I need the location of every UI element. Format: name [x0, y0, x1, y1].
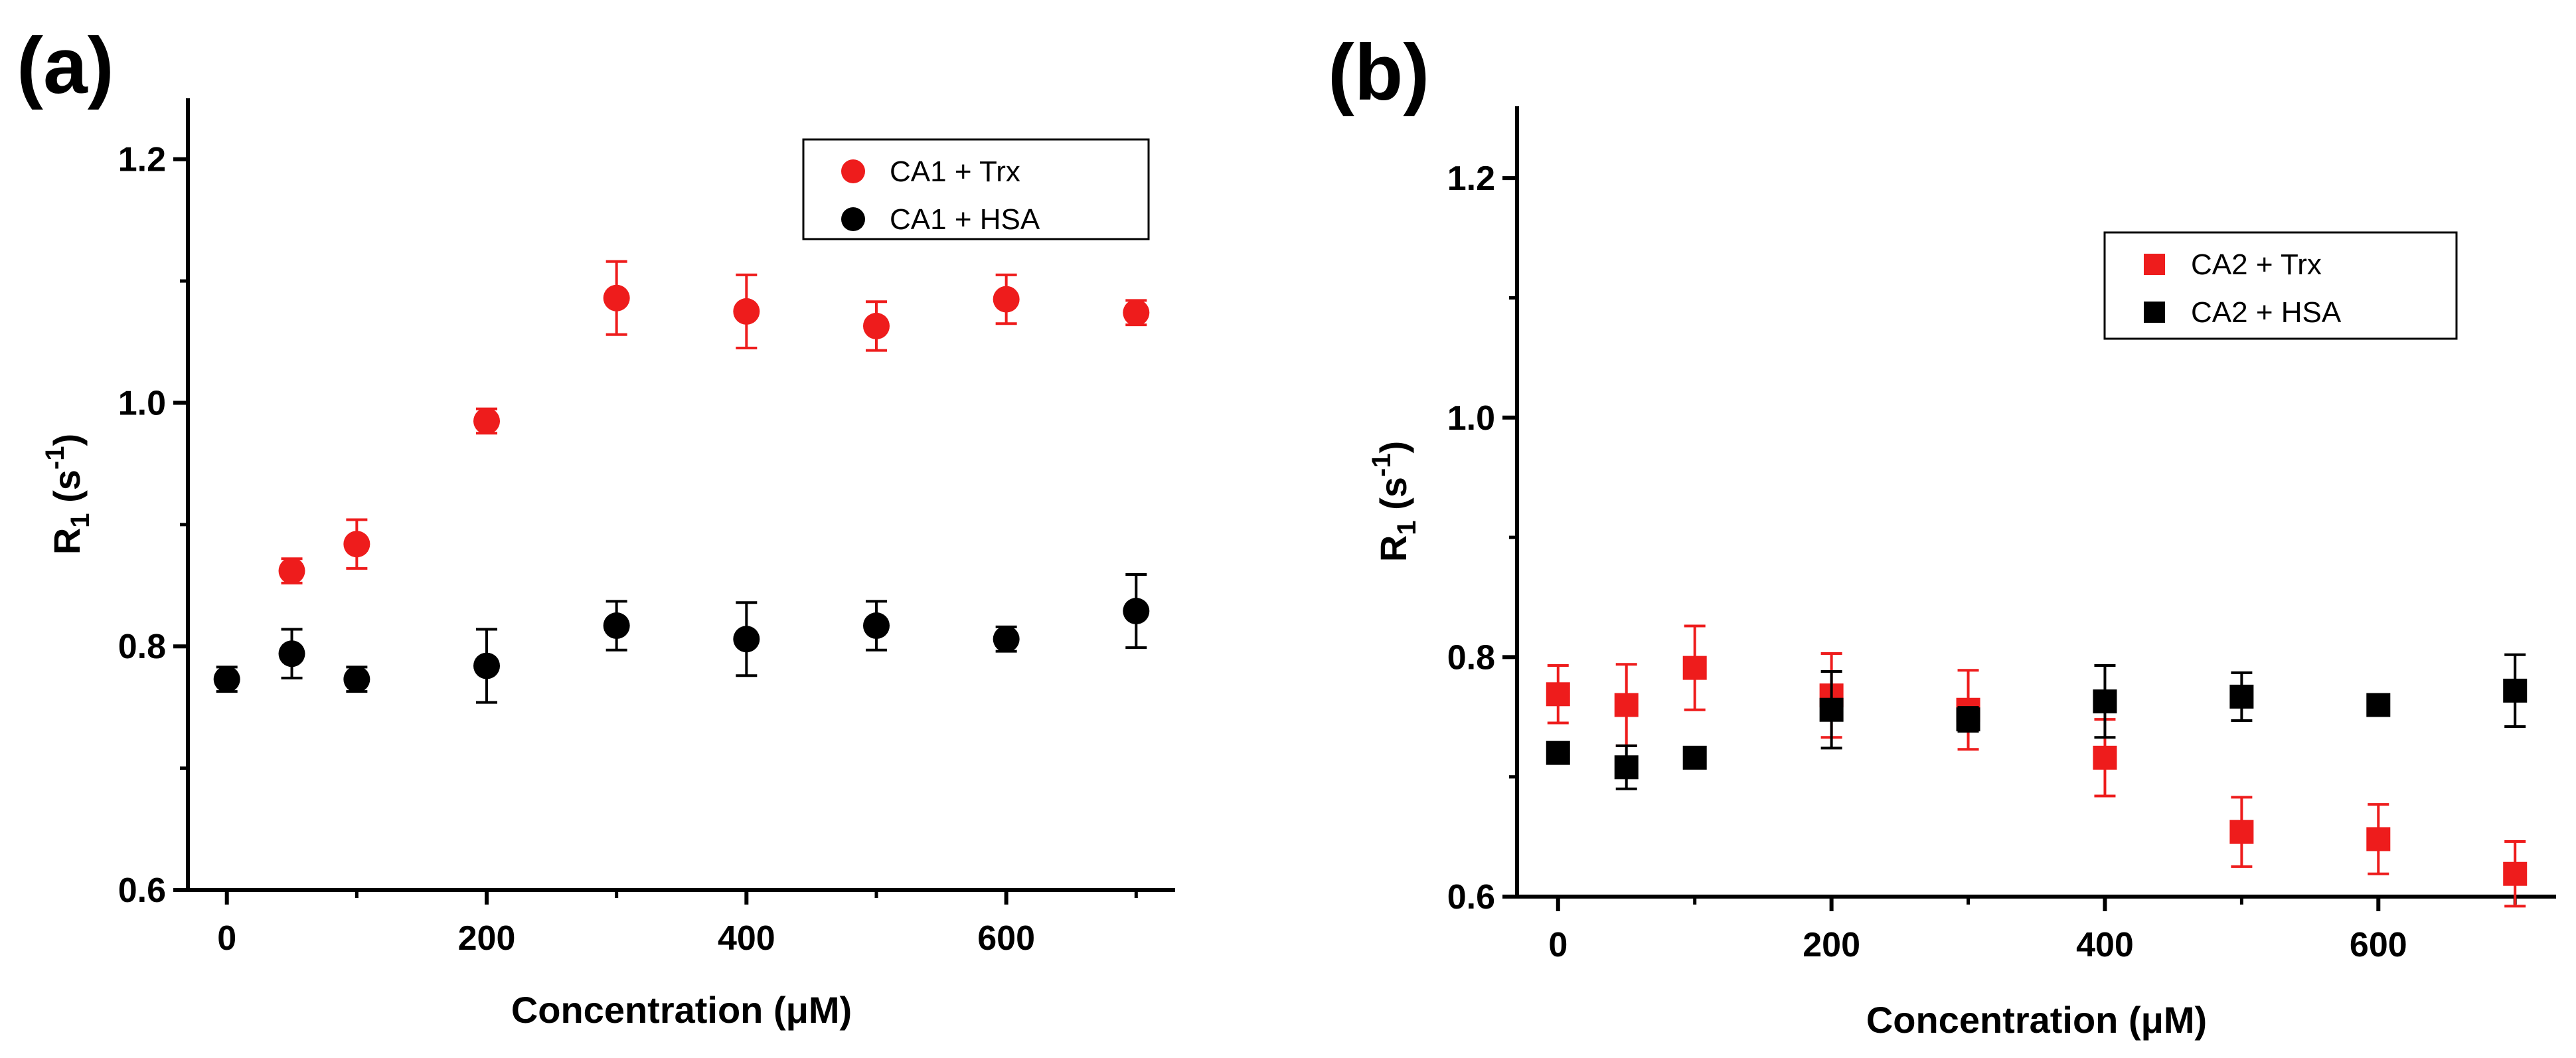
y-axis-title-sub: 1 [1392, 520, 1421, 535]
data-point [473, 652, 501, 679]
data-point [2366, 827, 2391, 851]
legend-label: CA1 + Trx [890, 155, 1020, 188]
y-axis-title: R1 (s-1) [1367, 441, 1421, 562]
data-point [1123, 299, 1150, 326]
y-axis-title-sup: -1 [1367, 454, 1396, 478]
data-point [343, 665, 370, 693]
data-point [2503, 678, 2528, 703]
y-axis-title-main: R [1372, 535, 1414, 562]
chart-panel-a: (a) 0.6 0.8 1.0 1.2 0 200 400 600 Concentration (… [17, 21, 1175, 1031]
data-point [2229, 820, 2254, 844]
legend-marker [841, 159, 865, 183]
x-tick-label: 400 [718, 919, 775, 958]
y-tick-label: 1.2 [1447, 159, 1495, 198]
y-axis-title-sub: 1 [66, 513, 95, 527]
data-point [1614, 693, 1639, 717]
data-point [862, 612, 890, 640]
data-point [2503, 861, 2528, 886]
data-point [1614, 755, 1639, 780]
data-point [1819, 697, 1844, 722]
y-tick-label: 1.0 [118, 384, 166, 422]
data-point [603, 284, 630, 311]
chart-panel-b: (b) 0.6 0.8 1.0 1.2 0 200 400 600 Concentration (… [1328, 28, 2556, 1041]
y-tick-label: 0.8 [118, 628, 166, 666]
legend-marker [2144, 254, 2165, 275]
data-point [2093, 689, 2117, 714]
legend-marker [2144, 302, 2165, 323]
series-1 [213, 573, 1150, 704]
x-tick-label: 600 [2350, 926, 2407, 964]
data-point [2366, 693, 2391, 717]
legend-label: CA2 + HSA [2191, 296, 2342, 329]
y-tick-label: 1.0 [1447, 399, 1495, 438]
x-axis-title: Concentration (μM) [1866, 999, 2207, 1041]
legend-marker [841, 207, 865, 231]
data-point [1956, 707, 1980, 732]
data-point [473, 407, 501, 434]
data-point [2093, 745, 2117, 770]
y-axis-title: R1 (s-1) [40, 434, 95, 555]
y-axis-title-close: ) [1372, 441, 1414, 454]
y-tick-label: 0.6 [1447, 878, 1495, 917]
panel-label: (a) [17, 21, 114, 110]
x-tick-label: 400 [2076, 926, 2134, 964]
legend: CA2 + Trx CA2 + HSA [2103, 231, 2458, 340]
x-tick-label: 600 [977, 919, 1035, 958]
y-tick-label: 1.2 [118, 141, 166, 179]
data-point [1546, 741, 1570, 765]
y-tick-label: 0.8 [1447, 638, 1495, 677]
y-axis-title-unit: (s [46, 470, 88, 513]
data-point [213, 665, 240, 693]
x-tick-label: 200 [1803, 926, 1860, 964]
data-point [2229, 684, 2254, 709]
series-0 [278, 260, 1150, 584]
data-point [343, 531, 370, 558]
y-axis-title-sup: -1 [40, 446, 70, 470]
data-point [733, 626, 760, 653]
data-point [862, 312, 890, 339]
data-point [733, 298, 760, 325]
data-point [1682, 656, 1707, 680]
x-axis-title: Concentration (μM) [511, 989, 852, 1031]
x-tick-label: 0 [217, 919, 236, 958]
data-point [278, 557, 305, 584]
y-axis-title-close: ) [46, 434, 88, 446]
y-axis-title-main: R [46, 528, 88, 555]
data-point [1546, 682, 1570, 707]
data-point [993, 626, 1020, 653]
panel-label: (b) [1328, 28, 1429, 117]
data-point [1682, 745, 1707, 770]
x-tick-label: 0 [1548, 926, 1568, 964]
data-point [1123, 598, 1150, 625]
y-tick-label: 0.6 [118, 871, 166, 910]
data-point [603, 612, 630, 640]
legend: CA1 + Trx CA1 + HSA [802, 138, 1150, 240]
legend-label: CA2 + Trx [2191, 248, 2322, 281]
legend-label: CA1 + HSA [890, 203, 1040, 236]
x-tick-label: 200 [458, 919, 516, 958]
data-point [993, 286, 1020, 313]
data-point [278, 640, 305, 667]
y-axis-title-unit: (s [1372, 477, 1414, 520]
series-1 [1546, 653, 2528, 790]
